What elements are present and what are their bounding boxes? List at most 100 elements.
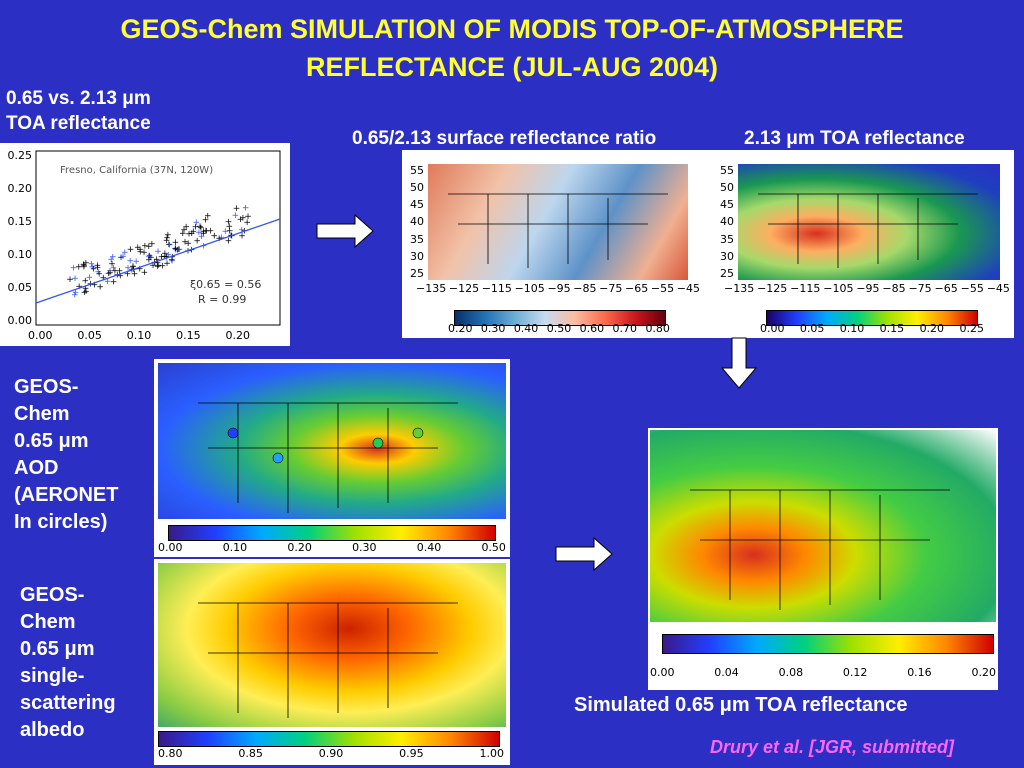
scatter-point: + — [129, 262, 137, 272]
cbar-tick: 0.04 — [714, 666, 739, 679]
scatter-point: + — [71, 274, 79, 284]
x-tick: −55 — [960, 282, 984, 295]
x-tick: −85 — [573, 282, 597, 295]
scatter-point: + — [202, 227, 210, 237]
scatter-point: + — [192, 223, 200, 233]
scatter-point: + — [166, 240, 174, 250]
scatter-point: + — [94, 261, 102, 271]
cbar-tick: 0.12 — [842, 666, 868, 679]
x-tick: −115 — [790, 282, 821, 295]
x-tick: −135 — [724, 282, 755, 295]
x-tick: −65 — [625, 282, 649, 295]
scatter-point: + — [106, 268, 114, 278]
scatter-point: + — [108, 259, 116, 269]
aod-map-borders — [198, 402, 458, 513]
scatter-point: + — [175, 245, 183, 255]
scatter-point: + — [179, 229, 187, 239]
scatter-point: + — [154, 261, 162, 271]
scatter-y-axis: 0.25 0.20 0.15 0.10 0.05 0.00 — [4, 149, 33, 327]
cbar-tick: 0.80 — [645, 322, 670, 335]
scatter-point: + — [172, 245, 180, 255]
scatter-point: + — [80, 260, 88, 270]
y-tick: 35 — [720, 232, 734, 246]
cbar-tick: 0.50 — [546, 322, 572, 335]
ssa-map-borders — [198, 602, 458, 718]
x-tick: 0.15 — [176, 329, 201, 342]
scatter-point: + — [237, 215, 245, 225]
scatter-point: + — [91, 281, 99, 291]
scatter-point: + — [154, 259, 162, 269]
aod-label-line: In circles) — [14, 511, 108, 533]
scatter-point: + — [228, 232, 236, 242]
cbar-tick: 0.00 — [650, 666, 675, 679]
cbar-tick: 0.20 — [919, 322, 945, 335]
toa213-colorbar — [766, 310, 978, 326]
scatter-point: + — [207, 226, 215, 236]
scatter-point: + — [145, 256, 153, 266]
x-tick: −85 — [882, 282, 906, 295]
cbar-tick: 0.20 — [448, 322, 473, 335]
y-tick: 30 — [720, 249, 734, 263]
x-tick: 0.10 — [126, 329, 152, 342]
cbar-tick: 0.50 — [481, 541, 506, 554]
toa213-x-axis: −135 −125 −115 −105 −95 −85 −75 −65 −55 … — [724, 282, 1010, 295]
cbar-tick: 0.20 — [287, 541, 312, 554]
scatter-point: + — [185, 229, 193, 239]
scatter-point: + — [126, 257, 134, 267]
scatter-point: + — [158, 253, 166, 263]
scatter-point: + — [129, 262, 137, 272]
down-arrow-icon — [720, 337, 758, 389]
scatter-point: + — [218, 233, 226, 243]
x-tick: −95 — [547, 282, 571, 295]
scatter-point: + — [172, 238, 180, 248]
ssa-map-panel: 0.80 0.85 0.90 0.95 1.00 — [154, 559, 510, 765]
scatter-point: + — [105, 269, 113, 279]
x-tick: −125 — [448, 282, 480, 295]
toa213-map — [738, 164, 1000, 280]
toa213-colorbar-ticks: 0.00 0.05 0.10 0.15 0.20 0.25 — [760, 322, 984, 335]
ssa-label-line: scattering — [20, 692, 116, 714]
scatter-point: + — [131, 270, 139, 280]
scatter-point: + — [117, 272, 125, 282]
scatter-point: + — [172, 244, 180, 254]
x-tick: 0.00 — [28, 329, 53, 342]
cbar-tick: 0.16 — [907, 666, 932, 679]
cbar-tick: 0.10 — [839, 322, 865, 335]
x-tick: −115 — [481, 282, 512, 295]
scatter-point: + — [66, 275, 74, 285]
scatter-point: + — [145, 242, 153, 252]
y-tick: 40 — [720, 215, 734, 229]
scatter-point: + — [140, 248, 148, 258]
y-tick: 0.20 — [7, 182, 33, 195]
scatter-point: + — [146, 252, 154, 262]
scatter-point: + — [165, 240, 173, 250]
aod-colorbar — [168, 525, 496, 541]
scatter-point: + — [176, 245, 184, 255]
scatter-point: + — [198, 232, 206, 242]
scatter-point: + — [242, 203, 250, 213]
cbar-tick: 0.05 — [799, 322, 825, 335]
ssa-label: GEOS- Chem 0.65 μm single- scattering al… — [20, 582, 116, 744]
scatter-point: + — [82, 284, 90, 294]
scatter-x-axis: 0.00 0.05 0.10 0.15 0.20 — [28, 329, 250, 342]
cbar-tick: 0.70 — [612, 322, 638, 335]
scatter-point: + — [107, 255, 115, 265]
scatter-point: + — [238, 225, 246, 235]
scatter-plot: +++++++++++++++ +++++++++++++++++++ ++++ ++… — [35, 150, 281, 326]
y-tick: 35 — [410, 232, 424, 246]
y-tick: 45 — [720, 198, 734, 212]
x-tick: −95 — [856, 282, 880, 295]
right-arrow-icon — [555, 536, 613, 572]
scatter-point: + — [232, 211, 240, 221]
scatter-point: + — [149, 261, 157, 271]
scatter-point: + — [89, 262, 97, 272]
scatter-point: + — [130, 265, 138, 275]
aod-label-line: (AERONET — [14, 484, 119, 506]
scatter-point: + — [238, 232, 246, 242]
y-tick: 25 — [720, 266, 734, 280]
scatter-point: + — [104, 277, 112, 287]
scatter-point: + — [193, 218, 201, 228]
scatter-point: + — [202, 215, 210, 225]
scatter-label: 0.65 vs. 2.13 μm TOA reflectance — [6, 86, 151, 136]
sim-map-panel: 0.00 0.04 0.08 0.12 0.16 0.20 — [648, 428, 998, 690]
